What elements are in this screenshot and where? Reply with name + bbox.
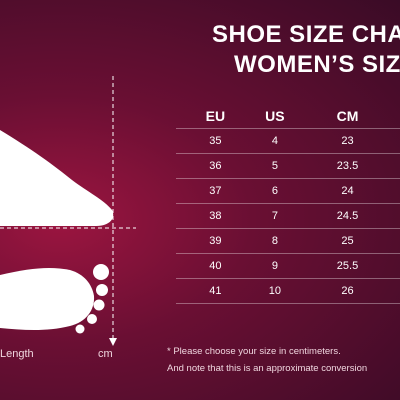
cell-cm: 25	[341, 235, 354, 247]
cell-eu: 36	[209, 160, 222, 172]
title-line-1: SHOE SIZE CHA	[212, 21, 400, 48]
foot-side-icon	[0, 130, 114, 226]
toe-icon	[75, 324, 85, 334]
table-row: 38 7 24.5	[176, 203, 400, 228]
cell-us: 5	[271, 160, 278, 172]
table-row: 35 4 23	[176, 128, 400, 153]
cell-us: 9	[271, 260, 278, 272]
table-row: 40 9 25.5	[176, 253, 400, 278]
toe-icon	[93, 299, 105, 311]
cell-eu: 37	[209, 185, 222, 197]
note-line-2: And note that this is an approximate con…	[167, 363, 368, 374]
cell-eu: 40	[209, 260, 222, 272]
table-row: 37 6 24	[176, 178, 400, 203]
arrow-icon	[109, 338, 117, 346]
table-header: EU US CM	[176, 104, 400, 128]
cell-us: 8	[271, 235, 278, 247]
foot-top-icon	[0, 267, 95, 330]
table-row: 41 10 26	[176, 278, 400, 304]
cell-us: 6	[271, 185, 278, 197]
size-note: * Please choose your size in centimeters…	[167, 343, 367, 377]
cell-us: 4	[271, 135, 278, 147]
foot-measure-illustration	[0, 76, 136, 346]
cell-eu: 39	[209, 235, 222, 247]
chart-title: SHOE SIZE CHA WOMEN’S SIZ	[212, 20, 400, 80]
cm-label: cm	[98, 348, 113, 360]
note-line-1: * Please choose your size in centimeters…	[167, 346, 341, 357]
table-row: 39 8 25	[176, 228, 400, 253]
cell-cm: 26	[341, 285, 354, 297]
table-row: 36 5 23.5	[176, 153, 400, 178]
cell-cm: 24	[341, 185, 354, 197]
cell-us: 10	[268, 285, 281, 297]
toe-icon	[93, 264, 109, 280]
size-table: EU US CM 35 4 23 36 5 23.5 37 6 24 38 7 …	[176, 104, 400, 304]
cell-cm: 24.5	[336, 210, 359, 222]
length-label: Length	[0, 348, 34, 360]
toe-icon	[96, 284, 108, 296]
title-line-2: WOMEN’S SIZ	[234, 51, 400, 78]
toe-icon	[87, 314, 97, 324]
header-eu: EU	[205, 108, 226, 124]
cell-eu: 35	[209, 135, 222, 147]
cell-cm: 25.5	[336, 260, 359, 272]
cell-cm: 23	[341, 135, 354, 147]
cell-eu: 41	[209, 285, 222, 297]
cell-cm: 23.5	[336, 160, 359, 172]
cell-eu: 38	[209, 210, 222, 222]
header-cm: CM	[336, 108, 359, 124]
cell-us: 7	[271, 210, 278, 222]
header-us: US	[265, 108, 285, 124]
